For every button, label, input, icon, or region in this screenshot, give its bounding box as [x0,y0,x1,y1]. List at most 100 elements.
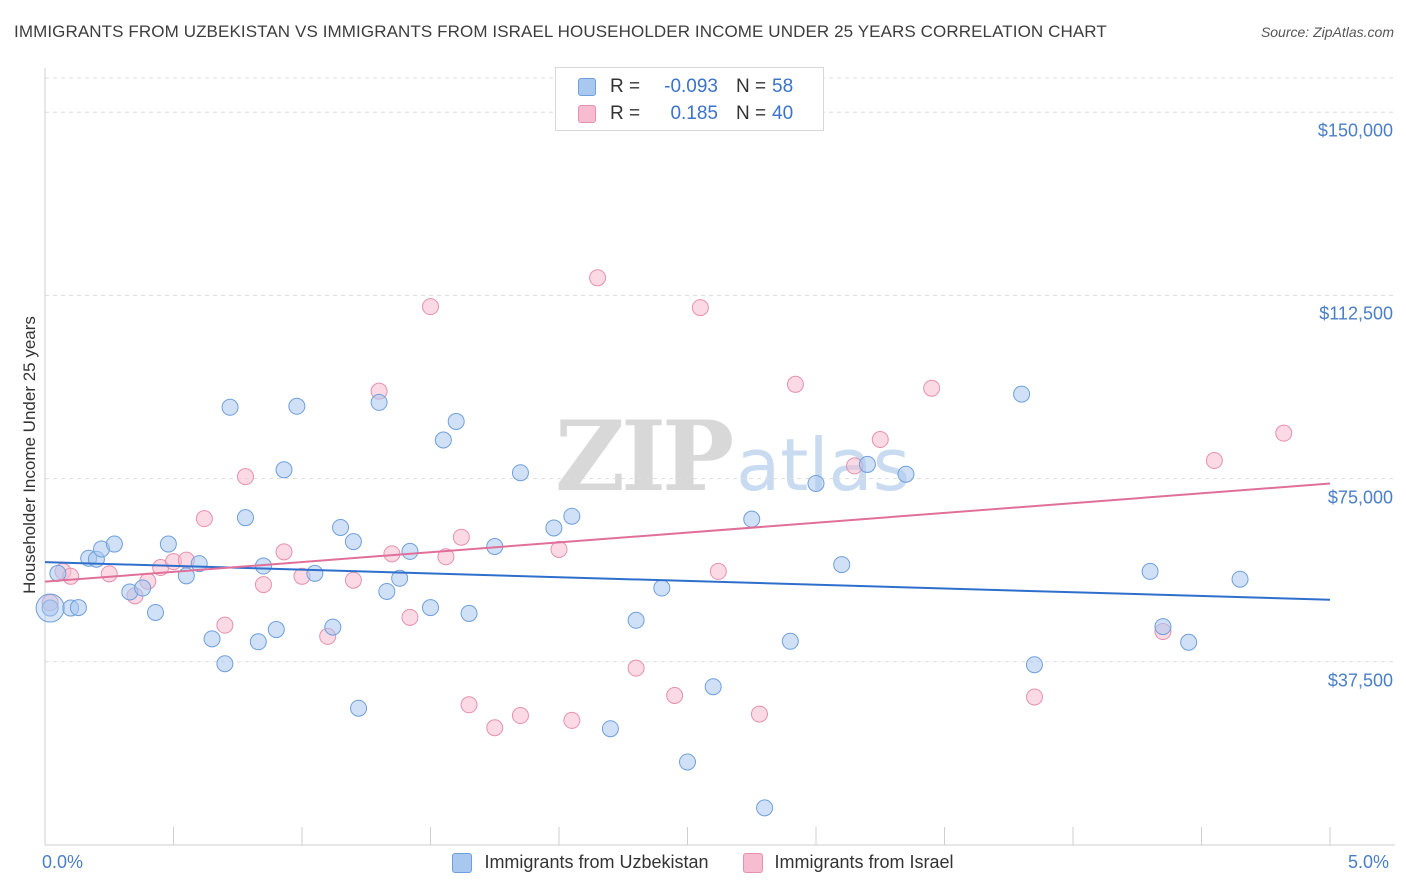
data-point-uzbekistan [378,582,396,600]
data-point-uzbekistan [781,632,799,650]
data-point-uzbekistan [203,630,221,648]
data-point-israel [563,711,581,729]
data-point-uzbekistan [216,655,234,673]
data-point-uzbekistan [275,461,293,479]
data-point-uzbekistan [249,633,267,651]
data-point-israel [460,696,478,714]
data-point-israel [100,565,118,583]
data-point-uzbekistan [704,678,722,696]
correlation-legend: R = -0.093 N = 58 R = 0.185 N = 40 [555,67,824,131]
data-point-uzbekistan [41,599,59,617]
data-point-israel [401,608,419,626]
data-point-israel [216,616,234,634]
legend-swatch-israel [578,105,596,123]
legend-swatch-uzbekistan [578,78,596,96]
y-tick-label: $150,000 [1317,120,1393,141]
data-point-uzbekistan [35,593,65,623]
data-point-uzbekistan [756,799,774,817]
data-point-uzbekistan [743,510,761,528]
data-point-israel [871,431,889,449]
data-point-uzbekistan [159,535,177,553]
data-point-uzbekistan [460,604,478,622]
data-point-uzbekistan [221,398,239,416]
data-point-uzbekistan [147,603,165,621]
data-point-uzbekistan [134,579,152,597]
data-point-uzbekistan [897,465,915,483]
data-point-israel [275,543,293,561]
legend-row-uzbekistan: R = -0.093 N = 58 [578,75,793,99]
x-tick-label-max: 5.0% [1348,852,1390,872]
data-point-uzbekistan [1231,570,1249,588]
legend-n-value: 40 [772,103,794,124]
data-point-uzbekistan [391,569,409,587]
trend-lines [44,482,1331,601]
data-point-uzbekistan [324,618,342,636]
data-point-israel [437,548,455,566]
legend-n-label: N = [736,103,767,124]
x-tick-label-min: 0.0% [42,852,84,872]
data-point-israel [550,540,568,558]
legend-r-label: R = [610,76,641,97]
data-point-uzbekistan [49,564,67,582]
data-point-uzbekistan [653,579,671,597]
trend-line-israel [44,482,1331,583]
data-point-uzbekistan [288,397,306,415]
data-point-israel [786,375,804,393]
data-point-uzbekistan [545,519,563,537]
data-point-israel [344,571,362,589]
data-point-israel [254,576,272,594]
data-point-uzbekistan [1154,618,1172,636]
data-point-israel [1025,688,1043,706]
series-legend-swatch-uzbekistan [452,852,473,873]
data-point-israel [1205,452,1223,470]
series-legend: Immigrants from Uzbekistan Immigrants fr… [0,852,1406,873]
series-legend-item-israel: Immigrants from Israel [742,852,954,873]
data-point-uzbekistan [370,393,388,411]
series-legend-label-uzbekistan: Immigrants from Uzbekistan [484,852,709,872]
data-point-israel [452,528,470,546]
series-uzbekistan-points [35,385,1249,817]
data-point-uzbekistan [306,564,324,582]
data-point-uzbekistan [679,753,696,771]
source-credit: Source: ZipAtlas.com [1260,24,1394,40]
data-point-israel [709,562,727,580]
legend-r-label: R = [610,103,641,124]
data-point-uzbekistan [807,474,825,492]
data-point-uzbekistan [422,599,439,617]
data-point-uzbekistan [434,431,452,449]
legend-r-value: -0.093 [664,76,718,97]
data-point-israel [1275,424,1293,442]
chart-title: IMMIGRANTS FROM UZBEKISTAN VS IMMIGRANTS… [14,22,1107,41]
data-point-uzbekistan [511,464,529,482]
data-point-uzbekistan [344,533,362,551]
series-legend-item-uzbekistan: Immigrants from Uzbekistan [452,852,709,873]
data-point-israel [236,468,254,486]
data-point-israel [511,707,529,725]
data-point-uzbekistan [563,507,581,525]
data-point-israel [691,299,709,317]
data-point-uzbekistan [627,611,645,629]
legend-row-israel: R = 0.185 N = 40 [578,102,793,126]
legend-n-value: 58 [772,76,794,97]
data-point-israel [422,298,439,316]
data-point-uzbekistan [332,518,350,536]
legend-r-value: 0.185 [670,103,718,124]
data-point-uzbekistan [105,535,123,553]
data-point-uzbekistan [1180,633,1198,651]
data-point-israel [589,269,607,287]
data-point-uzbekistan [69,599,87,617]
data-point-uzbekistan [401,542,419,560]
data-point-uzbekistan [1013,385,1031,403]
y-tick-label: $75,000 [1327,487,1393,508]
data-point-uzbekistan [858,455,876,473]
legend-n-label: N = [736,76,767,97]
data-point-israel [923,379,941,397]
data-point-uzbekistan [267,621,285,639]
axes [44,68,1395,846]
data-point-israel [627,659,645,677]
data-point-uzbekistan [447,412,465,430]
series-legend-swatch-israel [742,852,763,873]
data-point-uzbekistan [1141,562,1159,580]
data-point-uzbekistan [1025,656,1043,674]
